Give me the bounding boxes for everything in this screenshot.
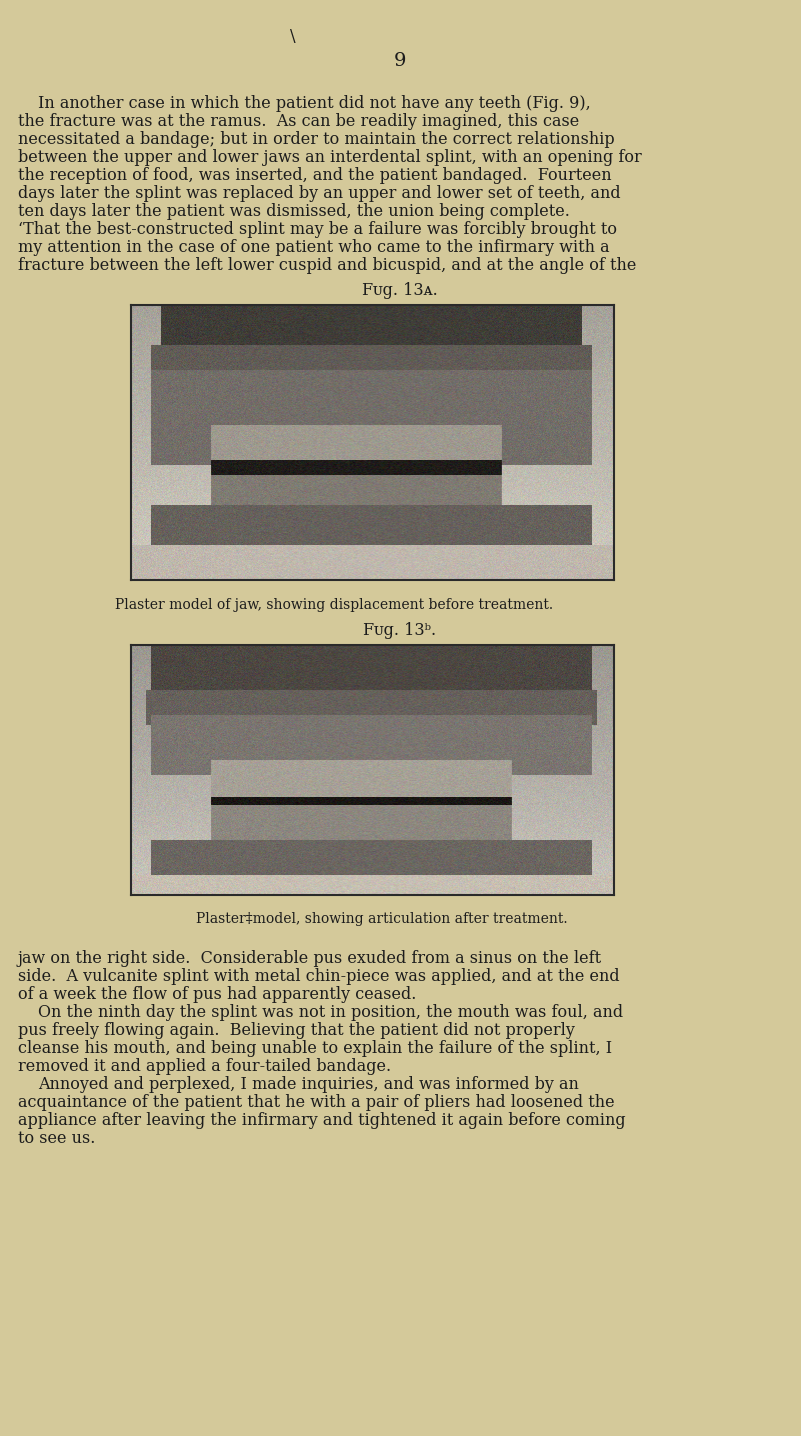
Text: fracture between the left lower cuspid and bicuspid, and at the angle of the: fracture between the left lower cuspid a… <box>18 257 636 274</box>
Text: acquaintance of the patient that he with a pair of pliers had loosened the: acquaintance of the patient that he with… <box>18 1094 614 1111</box>
Text: to see us.: to see us. <box>18 1130 95 1147</box>
Text: days later the splint was replaced by an upper and lower set of teeth, and: days later the splint was replaced by an… <box>18 185 621 202</box>
Text: Fᴜg. 13ᵇ.: Fᴜg. 13ᵇ. <box>364 622 437 639</box>
Text: my attention in the case of one patient who came to the infirmary with a: my attention in the case of one patient … <box>18 238 610 256</box>
Text: appliance after leaving the infirmary and tightened it again before coming: appliance after leaving the infirmary an… <box>18 1111 626 1129</box>
Text: Plaster‡model, showing articulation after treatment.: Plaster‡model, showing articulation afte… <box>196 912 568 926</box>
Text: the reception of food, was inserted, and the patient bandaged.  Fourteen: the reception of food, was inserted, and… <box>18 167 612 184</box>
Text: \: \ <box>290 27 296 45</box>
Text: ten days later the patient was dismissed, the union being complete.: ten days later the patient was dismissed… <box>18 202 570 220</box>
Text: In another case in which the patient did not have any teeth (Fig. 9),: In another case in which the patient did… <box>38 95 591 112</box>
Text: pus freely flowing again.  Believing that the patient did not properly: pus freely flowing again. Believing that… <box>18 1022 575 1040</box>
Text: Fᴜg. 13ᴀ.: Fᴜg. 13ᴀ. <box>362 281 438 299</box>
Text: jaw on the right side.  Considerable pus exuded from a sinus on the left: jaw on the right side. Considerable pus … <box>18 951 602 966</box>
Text: cleanse his mouth, and being unable to explain the failure of the splint, I: cleanse his mouth, and being unable to e… <box>18 1040 612 1057</box>
Text: removed it and applied a four-tailed bandage.: removed it and applied a four-tailed ban… <box>18 1058 391 1076</box>
Text: between the upper and lower jaws an interdental splint, with an opening for: between the upper and lower jaws an inte… <box>18 149 642 167</box>
Text: the fracture was at the ramus.  As can be readily imagined, this case: the fracture was at the ramus. As can be… <box>18 113 579 131</box>
Text: Plaster model of jaw, showing displacement before treatment.: Plaster model of jaw, showing displaceme… <box>115 597 553 612</box>
Text: 9: 9 <box>394 52 406 70</box>
Text: necessitated a bandage; but in order to maintain the correct relationship: necessitated a bandage; but in order to … <box>18 131 614 148</box>
Text: On the ninth day the splint was not in position, the mouth was foul, and: On the ninth day the splint was not in p… <box>38 1004 623 1021</box>
Text: side.  A vulcanite splint with metal chin-piece was applied, and at the end: side. A vulcanite splint with metal chin… <box>18 968 620 985</box>
Text: Annoyed and perplexed, I made inquiries, and was informed by an: Annoyed and perplexed, I made inquiries,… <box>38 1076 579 1093</box>
Text: of a week the flow of pus had apparently ceased.: of a week the flow of pus had apparently… <box>18 987 417 1002</box>
Text: ‘That the best-constructed splint may be a failure was forcibly brought to: ‘That the best-constructed splint may be… <box>18 221 617 238</box>
